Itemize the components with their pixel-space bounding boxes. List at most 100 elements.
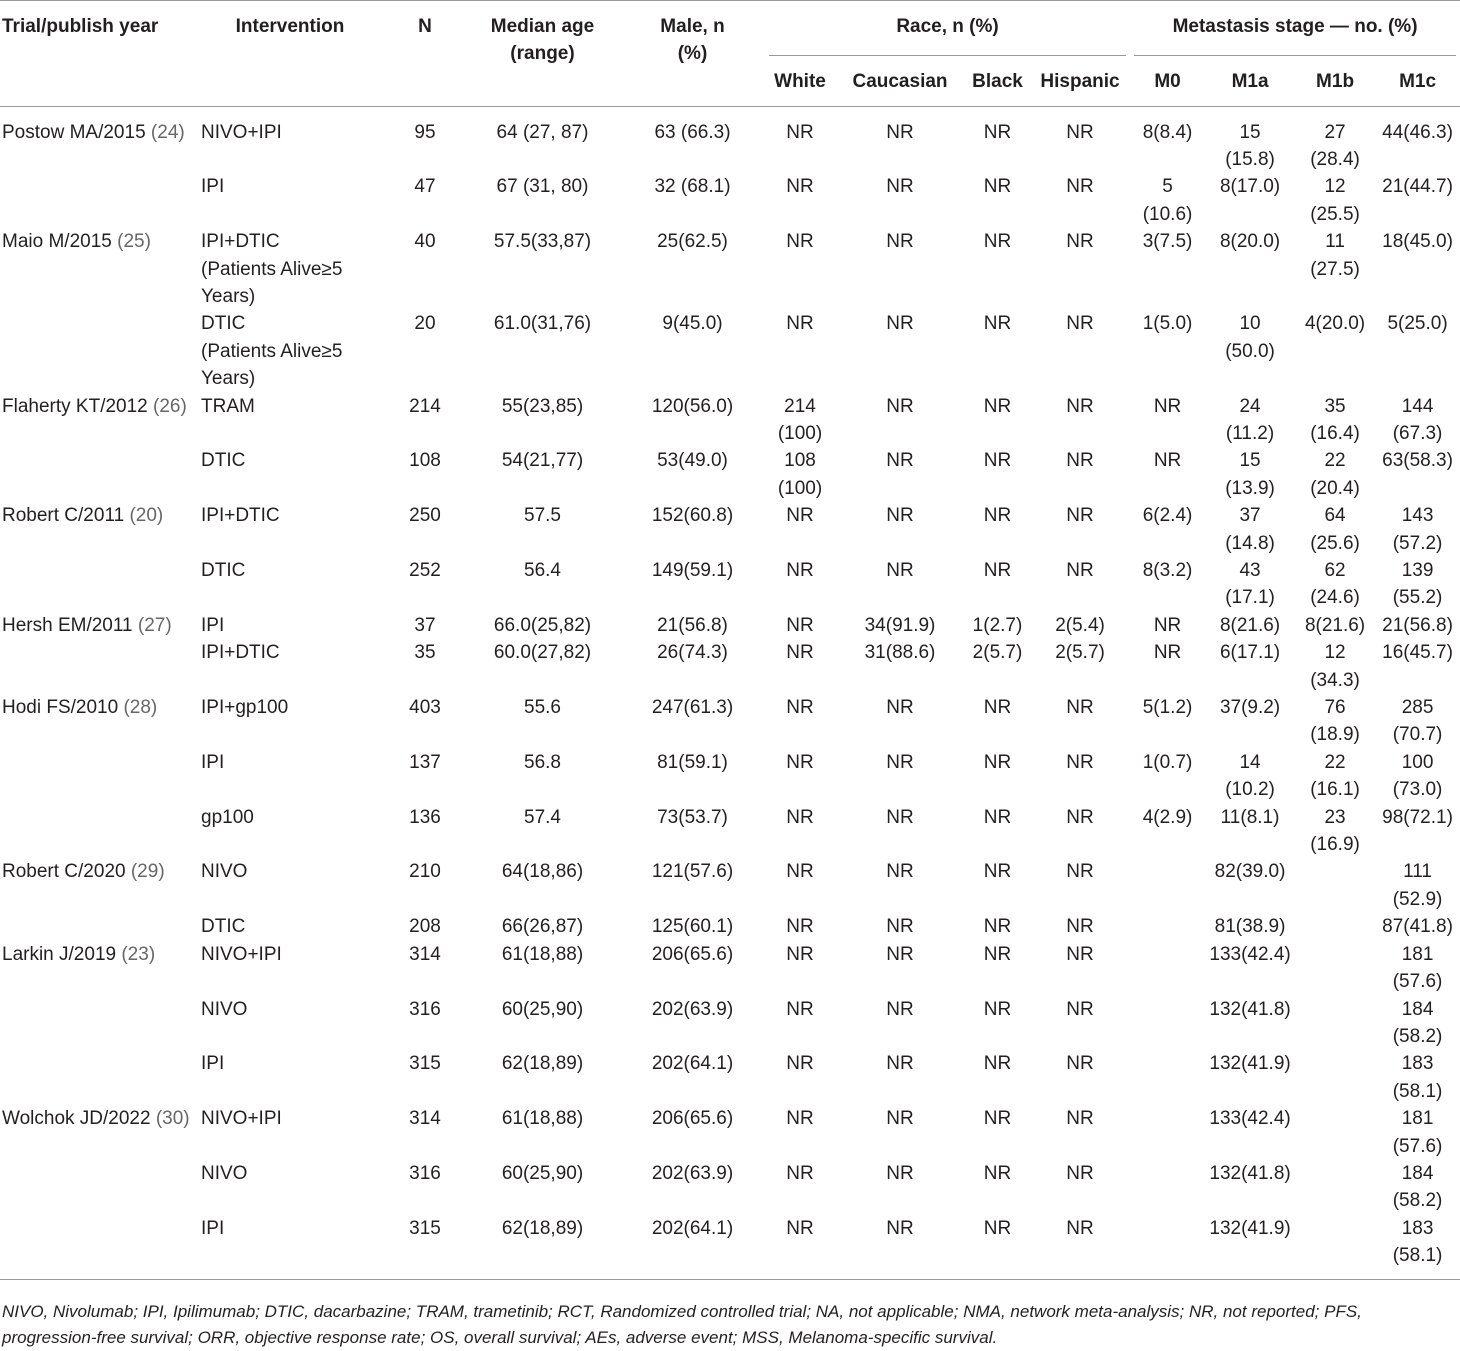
table-row: DTIC (Patients Alive≥5 Years) 20 61.0(31,7… (0, 310, 1460, 392)
data-cell: 285 (70.7) (1392, 697, 1443, 746)
data-cell: 66(26,87) (501, 916, 584, 938)
data-cell: 55.6 (524, 697, 561, 719)
trial-ref: (28) (123, 697, 158, 719)
data-cell: 149(59.1) (651, 560, 734, 581)
intervention-cell: IPI (201, 751, 225, 773)
data-cell: NR (983, 1053, 1012, 1075)
table-row: Robert C/2011 (20) IPI+DTIC 250 57.5 152(60.… (0, 502, 1460, 557)
data-cell: 21(56.8) (1382, 614, 1453, 636)
data-cell: NR (983, 313, 1012, 335)
trial-name: Hersh EM/2011 (2, 614, 133, 636)
data-cell: NR (983, 806, 1012, 828)
table-row: NIVO 316 60(25,90) 202(63.9) NR NR NR NR 132(41.… (0, 1160, 1460, 1215)
table-row: DTIC 208 66(26,87) 125(60.1) NR NR NR NR 81(38.9… (0, 913, 1460, 940)
data-cell: 1(0.7) (1142, 751, 1193, 773)
table-row: DTIC 252 56.4 149(59.1) NR NR NR NR 8(3.2) 43 (17… (0, 557, 1460, 612)
data-cell: NR (786, 916, 814, 938)
data-cell: 121(57.6) (651, 861, 734, 883)
trial-ref: (23) (121, 943, 156, 965)
data-cell: 143 (57.2) (1392, 505, 1443, 554)
data-cell: 37(9.2) (1219, 697, 1281, 719)
data-cell: 5 (10.6) (1142, 176, 1193, 225)
data-cell: NR (983, 697, 1012, 719)
intervention-cell: IPI (201, 1217, 225, 1239)
table-row: gp100 136 57.4 73(53.7) NR NR NR NR 4(2.9) 11(8.1… (0, 804, 1460, 859)
data-cell: 6(17.1) (1219, 642, 1281, 664)
data-cell: NR (983, 1162, 1012, 1184)
data-cell: NR (983, 751, 1012, 773)
trial-cell: Larkin J/2019 (23) (0, 941, 195, 1105)
data-cell: 2(5.7) (972, 642, 1023, 664)
data-cell: 202(63.9) (651, 1162, 734, 1184)
data-cell: NR (1066, 395, 1094, 417)
data-cell: 60.0(27,82) (493, 642, 592, 664)
data-cell: NR (886, 395, 914, 417)
data-cell: 21(44.7) (1382, 176, 1453, 198)
data-cell: NR (786, 861, 814, 883)
table-row: IPI 315 62(18,89) 202(64.1) NR NR NR NR 132(41.9… (0, 1215, 1460, 1279)
data-cell: NR (1066, 998, 1094, 1020)
data-cell: 111 (52.9) (1392, 861, 1443, 910)
header-cell: Caucasian (835, 55, 965, 107)
data-cell: 5(1.2) (1142, 697, 1193, 719)
data-cell: 8(20.0) (1219, 231, 1281, 253)
data-cell: 316 (409, 1162, 441, 1184)
data-cell: 208 (409, 916, 441, 938)
data-cell: 81(38.9) (1214, 916, 1286, 938)
data-cell: 63 (66.3) (654, 121, 731, 143)
trial-cell: Maio M/2015 (25) (0, 228, 195, 392)
data-cell (1130, 1105, 1205, 1160)
data-cell: 125(60.1) (651, 916, 734, 938)
header-cell: Median age (range) (465, 0, 620, 107)
data-cell (1295, 996, 1375, 1051)
data-cell: 315 (409, 1053, 441, 1075)
data-cell: 100 (73.0) (1392, 751, 1443, 801)
data-cell: 56.4 (524, 560, 561, 581)
data-cell: 136 (409, 806, 441, 828)
table-row: Robert C/2020 (29) NIVO 210 64(18,86) 121(57… (0, 858, 1460, 913)
data-cell: 183 (58.1) (1392, 1053, 1443, 1102)
data-cell: 63(58.3) (1382, 450, 1453, 472)
data-cell: 81(59.1) (657, 751, 728, 773)
data-cell: NR (1066, 916, 1094, 938)
data-cell: 98(72.1) (1382, 806, 1453, 828)
trial-ref: (29) (130, 861, 165, 883)
data-cell: NR (786, 614, 814, 636)
data-cell (1295, 1215, 1375, 1279)
trial-cell: Hodi FS/2010 (28) (0, 694, 195, 858)
header-cell: Male, n (%) (620, 0, 765, 107)
data-cell: NR (786, 176, 814, 198)
data-cell: NR (983, 450, 1012, 472)
data-cell: 120(56.0) (651, 395, 734, 417)
data-cell: NR (1066, 121, 1094, 143)
data-cell: 5(25.0) (1387, 313, 1448, 335)
data-cell: NR (886, 560, 914, 581)
data-cell: 11(8.1) (1220, 806, 1280, 828)
data-cell: NR (886, 806, 914, 828)
data-cell: NR (1066, 450, 1094, 472)
data-cell: NR (1066, 231, 1094, 253)
data-cell: 67 (31, 80) (496, 176, 589, 198)
trial-name: Maio M/2015 (2, 231, 112, 253)
data-cell: NR (1066, 1108, 1094, 1130)
data-cell: 22 (20.4) (1310, 450, 1360, 499)
data-cell (1130, 913, 1205, 940)
data-cell: NR (983, 1108, 1012, 1130)
data-cell: 27 (28.4) (1310, 121, 1360, 170)
data-cell: NR (1066, 1217, 1094, 1239)
trial-name: Postow MA/2015 (2, 121, 146, 143)
data-cell: 214 (100) (777, 395, 823, 444)
data-cell: NR (886, 998, 914, 1020)
data-cell: 44(46.3) (1382, 121, 1453, 143)
data-cell: NR (786, 1162, 814, 1184)
header-cell: Trial/publish year (0, 0, 195, 107)
table-body: Postow MA/2015 (24) NIVO+IPI 95 64 (27, 87)… (0, 106, 1460, 1280)
data-cell: 202(64.1) (651, 1217, 734, 1239)
table-row: Maio M/2015 (25) IPI+DTIC (Patients Alive… (0, 228, 1460, 310)
data-cell: 64 (25.6) (1310, 505, 1360, 554)
data-cell: NR (786, 1108, 814, 1130)
data-cell: 108 (409, 450, 441, 472)
data-cell: 61(18,88) (501, 943, 584, 965)
data-cell: 202(63.9) (651, 998, 734, 1020)
